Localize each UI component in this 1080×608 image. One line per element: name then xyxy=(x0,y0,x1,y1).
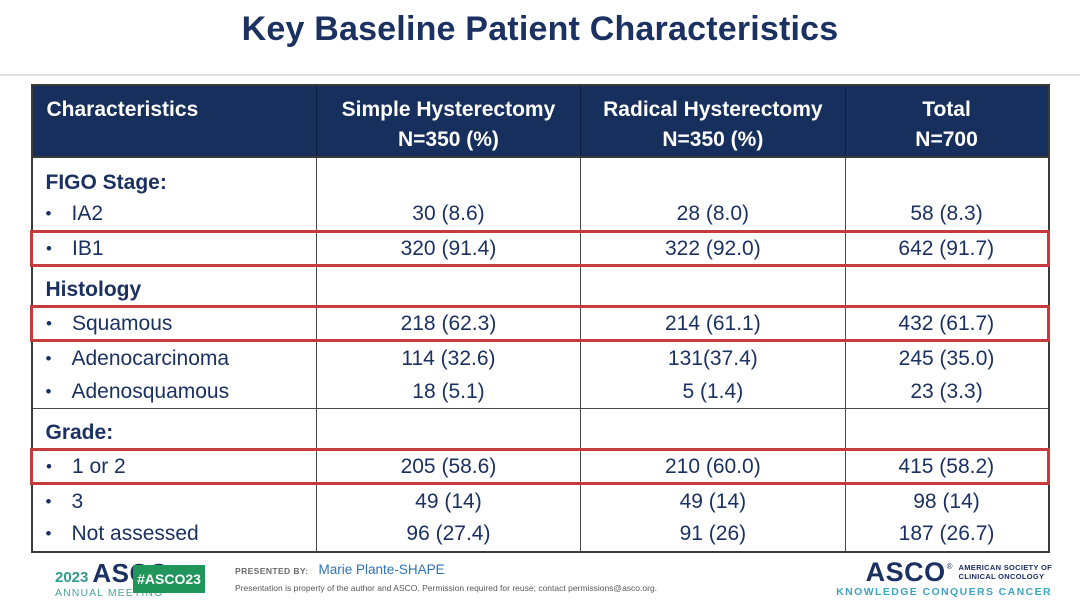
table-row: • 1 or 2 205 (58.6) 210 (60.0) 415 (58.2) xyxy=(30,448,1051,486)
value-cell: 210 (60.0) xyxy=(580,448,846,486)
row-label: 3 xyxy=(71,489,84,513)
table-row: • IB1 320 (91.4) 322 (92.0) 642 (91.7) xyxy=(30,230,1051,268)
characteristics-table: Characteristics Simple Hysterectomy N=35… xyxy=(30,84,1051,553)
value-cell: 28 (8.0) xyxy=(580,197,846,232)
row-label-cell: • 3 xyxy=(31,483,317,518)
column-header-total: Total N=700 xyxy=(844,85,1050,158)
value-cell: 58 (8.3) xyxy=(844,197,1050,232)
value-cell: 5 (1.4) xyxy=(580,374,846,409)
value-cell: 23 (3.3) xyxy=(844,374,1050,409)
value-cell: 49 (14) xyxy=(580,483,846,518)
value-cell: 415 (58.2) xyxy=(844,448,1051,486)
column-header-radical-hysterectomy: Radical Hysterectomy N=350 (%) xyxy=(580,85,846,158)
value-cell xyxy=(844,265,1050,307)
value-cell xyxy=(580,408,846,450)
table-body: FIGO Stage: • IA2 30 (8.6) 28 (8.0) 58 (8.3) •… xyxy=(30,156,1051,552)
value-cell xyxy=(580,265,846,307)
row-label-cell: • IA2 xyxy=(31,197,317,232)
table-header: Characteristics Simple Hysterectomy N=35… xyxy=(31,85,1050,158)
page-title: Key Baseline Patient Characteristics xyxy=(241,10,839,48)
value-cell: 30 (8.6) xyxy=(315,197,582,232)
row-label-cell: • 1 or 2 xyxy=(30,448,317,486)
registered-mark-icon: ® xyxy=(946,562,953,571)
title-divider xyxy=(0,74,1080,76)
value-cell: 322 (92.0) xyxy=(580,230,846,268)
meeting-year: 2023 xyxy=(55,569,89,586)
table-row: • Adenosquamous 18 (5.1) 5 (1.4) 23 (3.3) xyxy=(31,374,1050,409)
value-cell: 49 (14) xyxy=(315,483,582,518)
row-label: Adenocarcinoma xyxy=(71,346,230,370)
row-label-cell: • Adenocarcinoma xyxy=(31,340,317,375)
section-row: Grade: xyxy=(31,408,1050,450)
row-label: IB1 xyxy=(72,236,104,260)
row-label-cell: • IB1 xyxy=(30,230,317,268)
society-line1: AMERICAN SOCIETY OF xyxy=(958,563,1052,573)
bullet-icon: • xyxy=(46,238,52,258)
presented-by-block: PRESENTED BY: Marie Plante-SHAPE Present… xyxy=(235,562,715,593)
bullet-icon: • xyxy=(45,381,52,401)
value-cell: 114 (32.6) xyxy=(315,340,582,375)
asco-tagline: KNOWLEDGE CONQUERS CANCER xyxy=(836,586,1052,599)
value-cell xyxy=(844,408,1050,450)
row-label-cell: • Adenosquamous xyxy=(31,374,317,409)
value-cell: 91 (26) xyxy=(580,517,846,552)
value-cell xyxy=(580,156,846,198)
presented-by-label: PRESENTED BY: xyxy=(235,566,309,576)
value-cell xyxy=(315,265,582,307)
row-label: Squamous xyxy=(72,311,173,335)
table-row: • Adenocarcinoma 114 (32.6) 131(37.4) 245 (3… xyxy=(31,340,1050,375)
bullet-icon: • xyxy=(45,348,52,368)
column-header-simple-hysterectomy: Simple Hysterectomy N=350 (%) xyxy=(315,85,582,158)
row-label: Not assessed xyxy=(71,522,199,546)
column-header-characteristics: Characteristics xyxy=(31,85,317,158)
value-cell: 214 (61.1) xyxy=(580,305,846,343)
permission-disclaimer: Presentation is property of the author a… xyxy=(235,583,658,593)
asco-society-logo: ASCO ® AMERICAN SOCIETY OF CLINICAL ONCO… xyxy=(836,557,1052,599)
row-label: IA2 xyxy=(71,202,104,226)
value-cell: 218 (62.3) xyxy=(315,305,582,343)
value-cell: 432 (61.7) xyxy=(844,305,1051,343)
bullet-icon: • xyxy=(46,313,52,333)
bullet-icon: • xyxy=(45,491,52,511)
value-cell: 245 (35.0) xyxy=(844,340,1050,375)
bullet-icon: • xyxy=(46,456,52,476)
row-label: Adenosquamous xyxy=(71,379,230,403)
table-row: • Not assessed 96 (27.4) 91 (26) 187 (26.7) xyxy=(31,517,1050,552)
bullet-icon: • xyxy=(45,524,52,544)
value-cell: 98 (14) xyxy=(844,483,1050,518)
row-label-cell: • Not assessed xyxy=(31,517,317,552)
value-cell: 187 (26.7) xyxy=(844,517,1050,552)
value-cell: 205 (58.6) xyxy=(315,448,582,486)
footer: 2023 ASCO ® ANNUAL MEETING #ASCO23 PRESE… xyxy=(0,556,1080,608)
row-label: 1 or 2 xyxy=(72,454,126,478)
value-cell: 320 (91.4) xyxy=(315,230,582,268)
row-label-cell: FIGO Stage: xyxy=(31,156,317,198)
value-cell: 96 (27.4) xyxy=(315,517,582,552)
bullet-icon: • xyxy=(45,204,52,224)
table-row: • IA2 30 (8.6) 28 (8.0) 58 (8.3) xyxy=(31,197,1050,232)
section-row: FIGO Stage: xyxy=(31,156,1050,198)
asco-logo-text: ASCO xyxy=(865,557,946,587)
value-cell xyxy=(315,408,582,450)
row-label-cell: Histology xyxy=(31,265,317,307)
value-cell xyxy=(315,156,582,198)
presenter-name: Marie Plante-SHAPE xyxy=(318,562,445,577)
value-cell: 18 (5.1) xyxy=(315,374,582,409)
row-label-cell: • Squamous xyxy=(30,305,317,343)
value-cell xyxy=(844,156,1050,198)
table-row: • Squamous 218 (62.3) 214 (61.1) 432 (61.7) xyxy=(30,305,1051,343)
section-row: Histology xyxy=(31,265,1050,307)
row-label-cell: Grade: xyxy=(31,408,317,450)
table-row: • 3 49 (14) 49 (14) 98 (14) xyxy=(31,483,1050,518)
hashtag-badge: #ASCO23 xyxy=(133,565,205,593)
value-cell: 131(37.4) xyxy=(580,340,846,375)
value-cell: 642 (91.7) xyxy=(844,230,1051,268)
society-line2: CLINICAL ONCOLOGY xyxy=(958,572,1045,582)
